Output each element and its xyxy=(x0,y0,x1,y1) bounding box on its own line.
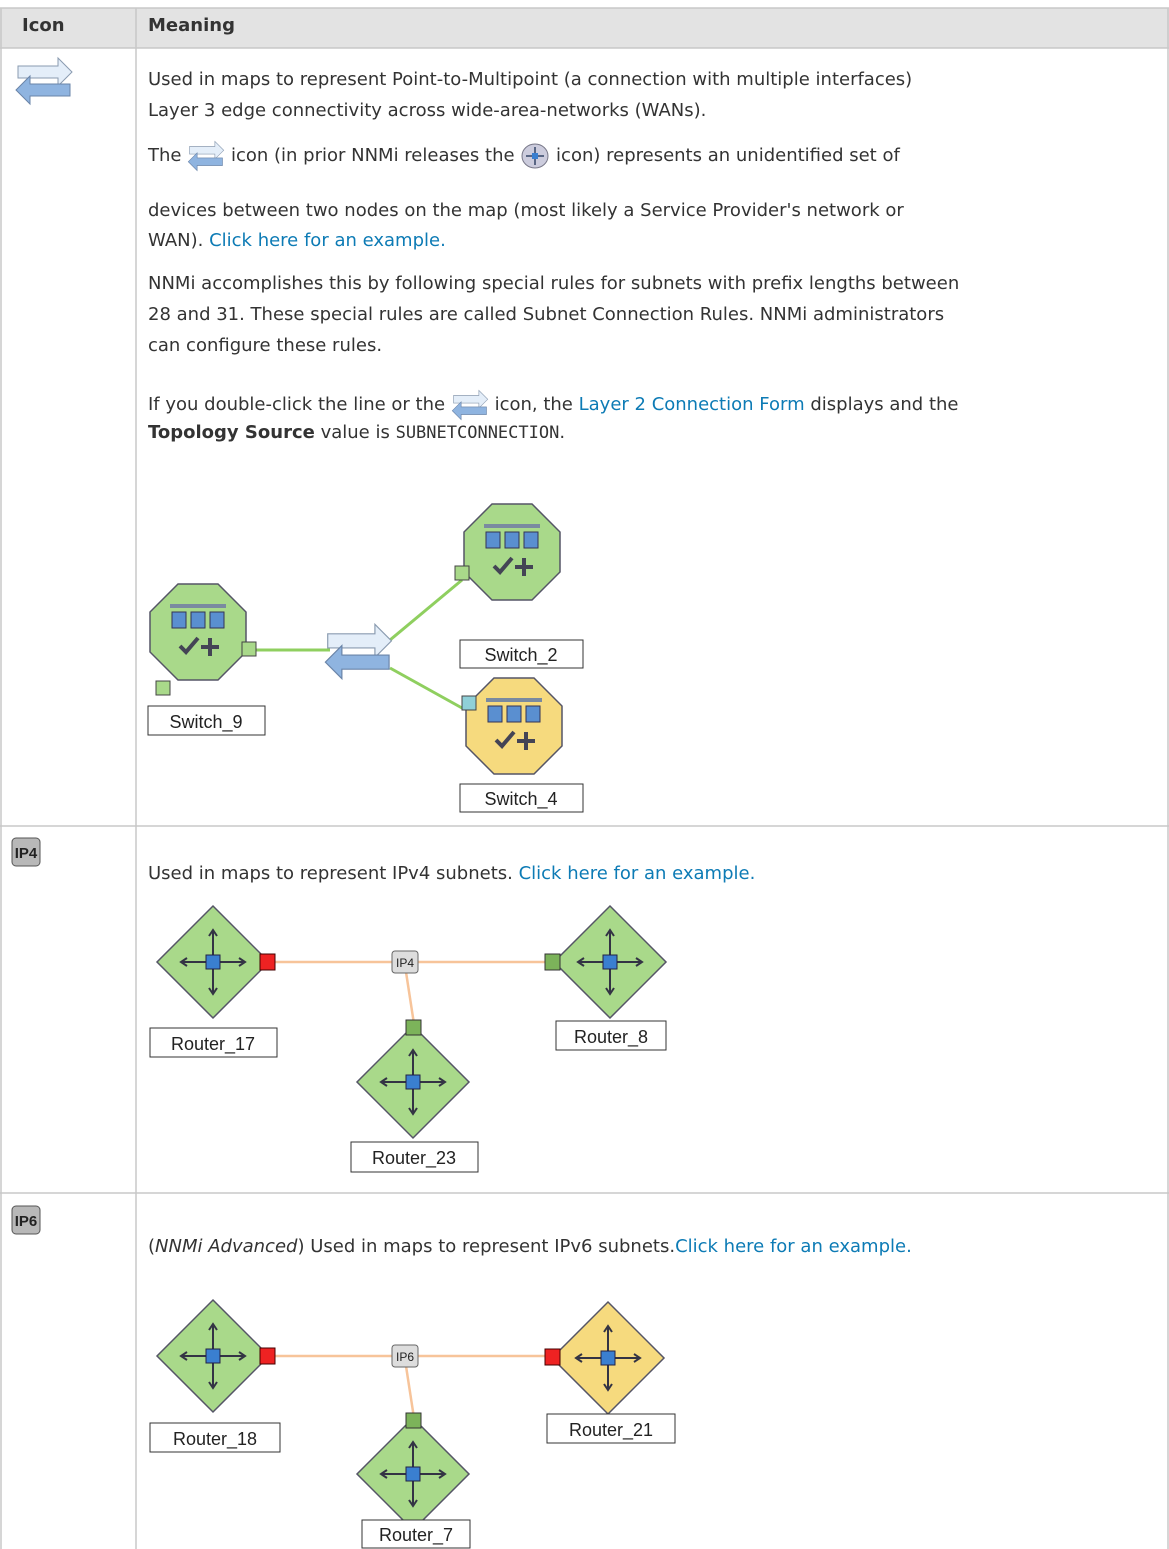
text-line: Layer 3 edge connectivity across wide-ar… xyxy=(148,100,707,121)
text: . xyxy=(559,422,566,443)
bold-text: Topology Source xyxy=(148,422,315,443)
text: icon (in prior NNMi releases the xyxy=(230,145,515,166)
text: The xyxy=(148,145,182,166)
text-line: can configure these rules. xyxy=(148,335,383,356)
inline-icon xyxy=(521,143,549,169)
p2mp-icon xyxy=(15,57,73,105)
text-line: Topology Source value is SUBNETCONNECTIO… xyxy=(148,420,565,446)
text-line: WAN). Click here for an example. xyxy=(148,228,446,254)
icon-label: IP4 xyxy=(15,845,38,862)
text: ( xyxy=(148,1236,156,1257)
text-line: Used in maps to represent IPv4 subnets. … xyxy=(148,861,755,887)
link[interactable]: Layer 2 Connection Form xyxy=(578,394,805,415)
node-label: Router_23 xyxy=(372,1148,456,1169)
ipv4-icon: IP4 xyxy=(11,837,41,867)
diagram-ipv4: IP4 Router_17 Router_8 Router_23 xyxy=(149,905,667,1173)
text: icon) represents an unidentified set of xyxy=(556,145,900,166)
node-label: Router_8 xyxy=(574,1027,648,1048)
text: ) Used in maps to represent IPv6 subnets… xyxy=(297,1236,676,1257)
inline-icon xyxy=(451,390,488,420)
node-label: Router_18 xyxy=(173,1429,257,1450)
text-line: The icon (in prior NNMi releases the ico… xyxy=(148,140,900,172)
node-label: Router_7 xyxy=(379,1525,453,1546)
text-line: Used in maps to represent Point-to-Multi… xyxy=(148,69,913,90)
code-text: SUBNETCONNECTION xyxy=(395,423,560,443)
text: WAN). xyxy=(148,230,204,251)
text: icon, the xyxy=(494,394,573,415)
subnet-label: IP4 xyxy=(396,956,414,970)
node-label: Router_21 xyxy=(569,1420,653,1441)
text-line: NNMi accomplishes this by following spec… xyxy=(148,273,960,294)
link[interactable]: Click here for an example. xyxy=(518,863,756,884)
text: displays and the xyxy=(810,394,959,415)
node-label: Switch_4 xyxy=(484,789,557,810)
text-line: 28 and 31. These special rules are calle… xyxy=(148,304,945,325)
subnet-label: IP6 xyxy=(396,1350,414,1364)
text: Used in maps to represent IPv4 subnets. xyxy=(148,863,513,884)
table-lines xyxy=(0,7,1169,1549)
link[interactable]: Click here for an example. xyxy=(675,1236,912,1257)
text-line: If you double-click the line or the icon… xyxy=(148,389,958,421)
icon-label: IP6 xyxy=(15,1213,38,1230)
inline-icon xyxy=(188,141,225,171)
node-label: Switch_2 xyxy=(484,645,557,666)
ipv6-icon: IP6 xyxy=(11,1205,41,1235)
text: value is xyxy=(320,422,390,443)
node-label: Switch_9 xyxy=(169,712,242,733)
italic-text: NNMi Advanced xyxy=(155,1236,298,1257)
header-background xyxy=(0,8,1169,48)
text: If you double-click the line or the xyxy=(148,394,446,415)
header-cell: Meaning xyxy=(148,15,235,36)
header-cell: Icon xyxy=(22,15,65,36)
text-line: devices between two nodes on the map (mo… xyxy=(148,200,904,221)
node-label: Router_17 xyxy=(171,1034,255,1055)
diagram-switches: Switch_9 Switch_2 Switch_4 xyxy=(147,502,584,813)
diagram-ipv6: IP6 Router_18 Router_21 Router_7 xyxy=(149,1299,676,1549)
text-line: (NNMi Advanced) Used in maps to represen… xyxy=(148,1234,912,1260)
link[interactable]: Click here for an example. xyxy=(209,230,446,251)
